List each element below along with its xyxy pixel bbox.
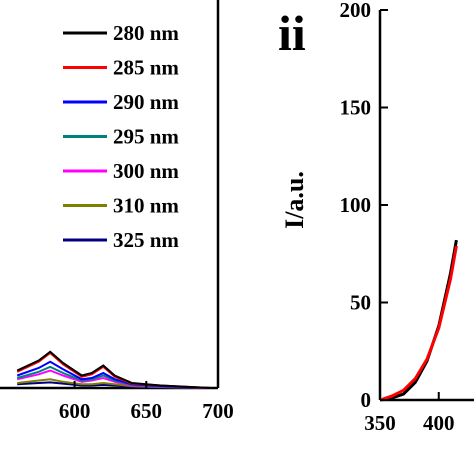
right-y-ticks: 0 50 100 150 200 xyxy=(340,0,388,412)
legend: 280 nm 285 nm 290 nm 295 nm 300 nm 310 nm 325 … xyxy=(63,21,179,252)
left-x-tick-label: 650 xyxy=(131,399,163,423)
series-line-0 xyxy=(16,350,211,389)
panel-label: ii xyxy=(278,5,306,61)
legend-label: 325 nm xyxy=(113,228,179,252)
legend-label: 310 nm xyxy=(113,194,179,218)
right-plot-lines xyxy=(379,239,458,402)
right-y-tick-label: 0 xyxy=(361,388,372,412)
right-y-tick-label: 200 xyxy=(340,0,372,22)
legend-label: 295 nm xyxy=(113,125,179,149)
legend-label: 290 nm xyxy=(113,90,179,114)
right-series-line-1 xyxy=(379,245,458,402)
right-x-tick-label: 350 xyxy=(364,411,396,435)
right-y-tick-label: 100 xyxy=(340,193,372,217)
left-plot-lines xyxy=(16,350,211,389)
legend-label: 300 nm xyxy=(113,159,179,183)
left-chart: 600 650 700 280 nm 285 nm 290 nm 295 nm 300 nm… xyxy=(0,0,234,423)
left-x-tick-label: 700 xyxy=(202,399,234,423)
right-x-ticks: 350 400 xyxy=(364,392,455,435)
y-axis-label: I/a.u. xyxy=(280,171,309,229)
right-chart: ii I/a.u. 0 50 100 150 200 350 400 xyxy=(278,0,474,435)
right-y-tick-label: 50 xyxy=(350,291,371,315)
right-x-tick-label: 400 xyxy=(423,411,455,435)
left-x-ticks: 600 650 700 xyxy=(59,381,234,423)
right-y-tick-label: 150 xyxy=(340,96,372,120)
left-x-tick-label: 600 xyxy=(59,399,91,423)
legend-label: 280 nm xyxy=(113,21,179,45)
legend-label: 285 nm xyxy=(113,56,179,80)
